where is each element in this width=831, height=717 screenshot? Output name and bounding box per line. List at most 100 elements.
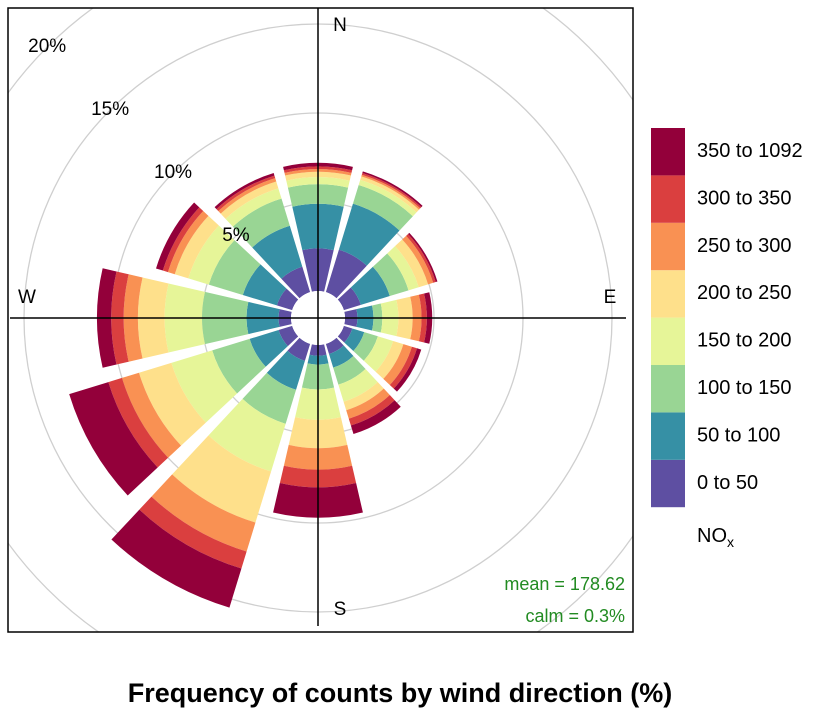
rose-segment: [225, 188, 282, 227]
legend-swatch: [651, 222, 685, 271]
legend-swatch: [651, 270, 685, 318]
panel-border: [7, 7, 634, 633]
rose-segment: [276, 288, 299, 311]
rose-segment: [353, 332, 378, 361]
annotation: mean = 178.62: [504, 574, 625, 594]
rose-segment: [242, 264, 287, 306]
legend-label: 50 to 100: [697, 424, 780, 446]
legend-swatch: [651, 459, 685, 508]
rose-segment: [325, 249, 367, 299]
rose-segment: [172, 435, 272, 523]
rose-segment: [139, 496, 247, 569]
legend-label: 200 to 250: [697, 282, 792, 304]
rose-segment: [162, 207, 204, 273]
rose-segment: [281, 266, 311, 299]
compass-label: S: [334, 599, 347, 620]
rose-segment: [278, 325, 299, 347]
rose-segment: [138, 362, 206, 446]
legend-title: NOx: [697, 525, 734, 549]
rose-segment: [249, 330, 288, 367]
rose-segment: [362, 171, 423, 208]
rose-segment: [121, 372, 182, 458]
rose-segment: [406, 234, 436, 283]
chart-title: Frequency of counts by wind direction (%…: [128, 678, 673, 708]
rose-segment: [348, 395, 395, 426]
rose-segment: [242, 372, 297, 424]
rose-segment: [284, 169, 352, 176]
rose-segment: [156, 202, 200, 271]
r-tick-label: 15%: [91, 99, 129, 120]
rose-segment: [402, 235, 434, 285]
rose-segment: [346, 388, 390, 419]
legend-swatch: [651, 128, 685, 176]
rose-segment: [361, 173, 422, 209]
rose-segment: [287, 337, 311, 361]
legend-label: 0 to 50: [697, 472, 758, 494]
legend-label: 100 to 150: [697, 377, 792, 399]
rose-segment: [232, 198, 290, 248]
rose-segment: [363, 336, 394, 372]
compass-label: E: [604, 287, 617, 308]
legend-label: 300 to 350: [697, 187, 792, 209]
annotation: calm = 0.3%: [525, 606, 625, 626]
rose-segment: [216, 175, 276, 212]
legend-label: 250 to 300: [697, 235, 792, 257]
legend-title-main: NO: [697, 525, 727, 547]
rose-segment: [283, 162, 353, 171]
rose-segment: [214, 173, 275, 210]
rose-segment: [111, 509, 242, 608]
rose-segment: [350, 400, 401, 435]
rose-segment: [188, 225, 235, 285]
rose-segment: [350, 266, 390, 305]
rose-segment: [375, 340, 404, 379]
rose-segment: [387, 246, 419, 291]
rose-segment: [344, 328, 365, 351]
rose-segment: [395, 239, 429, 288]
rose-segment: [372, 253, 409, 297]
rose-segment: [218, 178, 277, 214]
rose-segment: [389, 346, 418, 389]
rose-segment: [151, 474, 256, 552]
rose-segment: [393, 348, 422, 392]
r-tick-label: 10%: [154, 162, 192, 183]
rose-segment: [361, 174, 421, 210]
rose-segment: [174, 215, 219, 279]
rose-segment: [171, 350, 238, 423]
rose-segment: [338, 203, 400, 266]
rose-segment: [266, 350, 305, 390]
rose-segment: [325, 337, 344, 355]
rose-segment: [220, 181, 279, 219]
r-tick-label: 20%: [28, 36, 66, 57]
rose-segment: [343, 382, 384, 411]
rose-segment: [69, 382, 158, 496]
legend-swatch: [651, 317, 685, 365]
legend-label: 150 to 200: [697, 330, 792, 352]
rose-segment: [208, 398, 286, 472]
legend-title-sub: x: [727, 534, 734, 550]
rose-segment: [333, 355, 366, 385]
rose-segment: [212, 338, 266, 394]
rose-segment: [338, 368, 378, 402]
plot-area: [8, 8, 633, 632]
rose-segment: [208, 240, 261, 296]
compass-label: W: [18, 287, 36, 308]
legend-swatch: [651, 175, 685, 223]
rose-segment: [383, 344, 412, 385]
rose-segment: [408, 232, 438, 283]
legend-label: 350 to 1092: [697, 140, 803, 162]
rose-segment: [167, 210, 209, 275]
rose-segment: [337, 325, 353, 343]
rose-segment: [108, 377, 169, 468]
rose-segment: [283, 166, 353, 173]
compass-label: N: [333, 15, 347, 36]
rose-segment: [337, 287, 361, 311]
legend-swatch: [651, 412, 685, 460]
rose-segment: [329, 345, 354, 368]
rose-segment: [352, 184, 413, 231]
r-tick-label: 5%: [222, 225, 250, 246]
legend-swatch: [651, 365, 685, 413]
rose-segment: [358, 179, 417, 217]
rose-segment: [360, 176, 419, 213]
rose-segment: [252, 225, 303, 279]
